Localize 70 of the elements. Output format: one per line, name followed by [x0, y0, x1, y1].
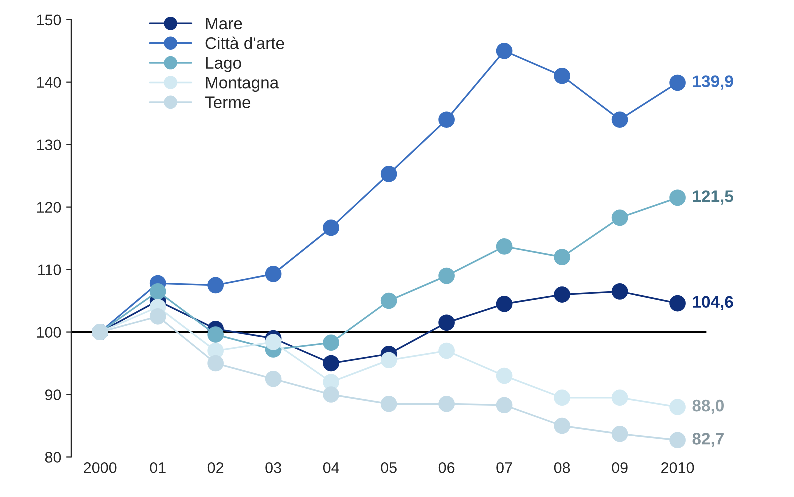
point: [265, 266, 282, 282]
legend-label: Montagna: [206, 77, 280, 92]
legend-label: Terme: [205, 96, 251, 108]
point: [380, 166, 398, 182]
point: [438, 314, 455, 332]
legend-label: Mare: [206, 18, 242, 30]
y-tick-label: 140: [37, 77, 62, 88]
point: [208, 277, 224, 294]
y-tick-label: 130: [37, 140, 62, 151]
data-label: 139,9: [693, 76, 734, 90]
x-tick-label: 04: [323, 462, 340, 474]
y-tick-label: 100: [37, 327, 62, 338]
point: [670, 190, 686, 206]
y-tick-label: 150: [37, 14, 62, 26]
x-tick-label: 08: [554, 462, 570, 474]
point: [554, 418, 570, 434]
point: [670, 432, 686, 449]
point: [150, 308, 166, 325]
y-tick-label: 80: [45, 452, 62, 463]
y-tick-label: 90: [45, 390, 62, 400]
point: [380, 352, 398, 369]
x-tick-label: 09: [612, 462, 628, 474]
x-tick-label: 03: [266, 462, 282, 474]
point: [496, 397, 513, 414]
x-tick-label: 2010: [662, 462, 694, 474]
x-tick-label: 01: [150, 462, 166, 474]
legend-label: Lago: [206, 57, 242, 72]
point: [265, 370, 282, 388]
y-tick-label: 110: [38, 264, 62, 276]
point: [208, 355, 224, 372]
point: [438, 268, 455, 284]
point: [323, 386, 340, 403]
x-tick-label: 06: [438, 462, 455, 474]
point: [554, 286, 570, 303]
point: [323, 220, 340, 236]
point: [554, 390, 570, 406]
point: [496, 42, 513, 60]
data-label: 121,5: [693, 190, 734, 205]
point: [323, 334, 340, 352]
point: [554, 249, 570, 266]
point: [612, 284, 628, 300]
x-tick-label: 2000: [84, 462, 117, 474]
point: [265, 334, 282, 350]
point: [438, 112, 455, 128]
point: [496, 238, 513, 255]
legend-label: Città d'arte: [206, 36, 284, 50]
point: [438, 342, 455, 360]
point: [670, 295, 686, 312]
point: [208, 326, 224, 343]
data-label: 82,7: [692, 433, 724, 448]
point: [496, 296, 513, 312]
point: [150, 284, 166, 300]
x-tick-label: 07: [496, 462, 512, 474]
point: [670, 399, 686, 416]
data-label: 104,6: [693, 296, 734, 310]
point: [554, 68, 570, 84]
point: [380, 292, 398, 310]
point: [323, 355, 340, 372]
x-tick-label: 05: [381, 462, 397, 474]
point: [496, 368, 513, 384]
point: [612, 112, 628, 128]
point: [670, 74, 686, 92]
x-tick-label: 02: [208, 462, 224, 474]
point: [438, 396, 455, 412]
point: [380, 396, 398, 412]
point: [612, 390, 628, 406]
point: [612, 210, 628, 226]
y-tick-label: 120: [37, 202, 62, 214]
data-label: 88,0: [692, 400, 724, 414]
point: [612, 426, 628, 442]
